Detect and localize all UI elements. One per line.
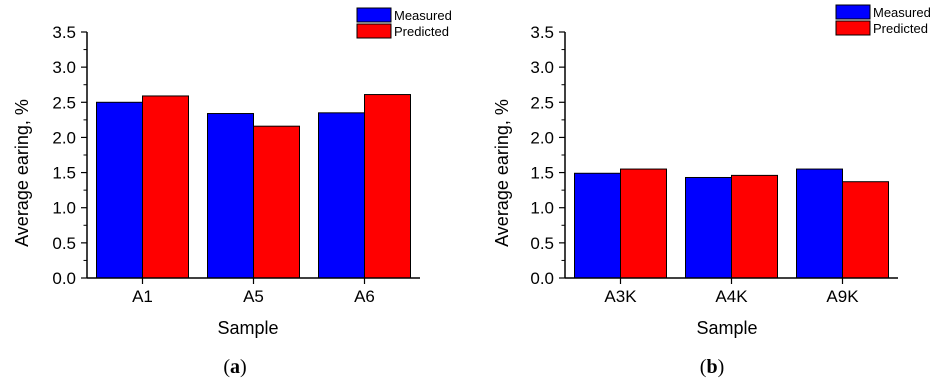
y-tick-label: 1.5 <box>530 164 554 183</box>
x-tick-label: A9K <box>826 287 859 306</box>
legend-label-predicted: Predicted <box>394 24 449 39</box>
legend-swatch-measured <box>356 7 392 23</box>
y-tick-label: 2.5 <box>52 93 76 112</box>
panel-label: (b) <box>700 356 724 378</box>
y-tick-label: 1.5 <box>52 164 76 183</box>
x-axis-title: Sample <box>696 318 757 338</box>
x-tick-label: A1 <box>132 287 153 306</box>
legend-label-measured: Measured <box>394 8 452 23</box>
y-tick-label: 3.0 <box>530 58 554 77</box>
bar-predicted-a3k <box>620 168 667 279</box>
y-tick-label: 0.0 <box>52 269 76 288</box>
y-axis-title: Average earing, % <box>12 99 32 247</box>
bar-predicted-a6 <box>364 94 411 279</box>
bar-measured-a3k <box>574 172 621 279</box>
bar-predicted-a9k <box>842 181 889 279</box>
y-tick-label: 3.5 <box>52 23 76 42</box>
panel-label: (a) <box>223 356 246 378</box>
y-tick-label: 2.0 <box>52 128 76 147</box>
y-tick-label: 3.0 <box>52 58 76 77</box>
x-axis-title: Sample <box>217 318 278 338</box>
legend-swatch-predicted <box>356 23 392 39</box>
x-tick-label: A5 <box>243 287 264 306</box>
x-tick-label: A6 <box>354 287 375 306</box>
chart-panel-a: Average earing, % Sample (a) A1 A5 A6 0.0 0.… <box>12 7 452 378</box>
bar-measured-a5 <box>207 113 254 279</box>
legend-swatch-measured <box>835 4 871 20</box>
y-tick-label: 0.0 <box>530 269 554 288</box>
bar-predicted-a1 <box>142 95 189 279</box>
y-tick-label: 0.5 <box>52 234 76 253</box>
bar-predicted-a5 <box>253 125 300 279</box>
legend-label-predicted: Predicted <box>873 21 928 36</box>
bar-measured-a9k <box>796 168 843 279</box>
bar-measured-a1 <box>96 101 143 279</box>
x-tick-label: A4K <box>715 287 748 306</box>
y-tick-label: 3.5 <box>530 23 554 42</box>
y-tick-label: 1.0 <box>52 199 76 218</box>
legend-swatch-predicted <box>835 20 871 36</box>
bar-predicted-a4k <box>731 174 778 279</box>
y-tick-label: 2.5 <box>530 93 554 112</box>
y-axis-title: Average earing, % <box>492 99 512 247</box>
y-tick-label: 2.0 <box>530 128 554 147</box>
chart-panel-b: Average earing, % Sample (b) A3K A4K A9K 0.… <box>492 4 931 378</box>
bar-measured-a6 <box>318 112 365 279</box>
y-tick-label: 0.5 <box>530 234 554 253</box>
bar-measured-a4k <box>685 176 732 279</box>
legend-label-measured: Measured <box>873 5 931 20</box>
x-tick-label: A3K <box>604 287 637 306</box>
y-tick-label: 1.0 <box>530 199 554 218</box>
